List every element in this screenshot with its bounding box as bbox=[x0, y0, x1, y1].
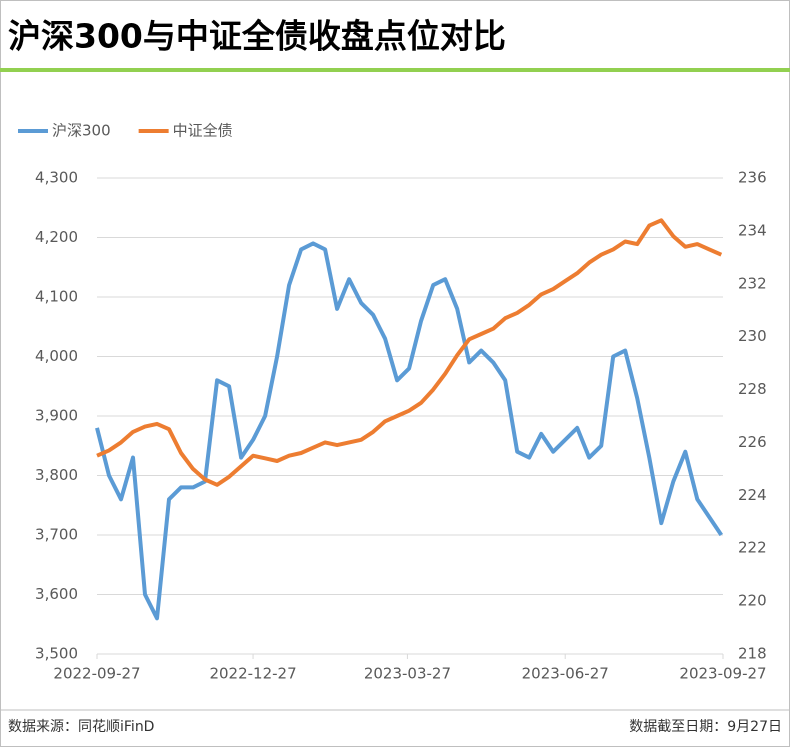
x-tick-label: 2022-09-27 bbox=[53, 665, 140, 683]
y-tick-label: 4,000 bbox=[35, 347, 78, 365]
y-tick-label: 4,100 bbox=[35, 288, 78, 306]
y2-tick-label: 236 bbox=[738, 169, 767, 187]
y-tick-label: 3,500 bbox=[35, 645, 78, 663]
legend-label: 中证全债 bbox=[173, 122, 233, 140]
y2-tick-label: 234 bbox=[738, 221, 767, 239]
y2-tick-label: 230 bbox=[738, 327, 767, 345]
series-line bbox=[95, 241, 723, 621]
legend-label: 沪深300 bbox=[52, 122, 111, 140]
y2-tick-label: 226 bbox=[738, 433, 767, 451]
source: 数据来源：同花顺iFinD bbox=[8, 719, 154, 735]
y2-tick-label: 218 bbox=[738, 645, 767, 663]
y-tick-label: 3,700 bbox=[35, 526, 78, 544]
y-tick-label: 3,800 bbox=[35, 466, 78, 484]
y-tick-label: 3,600 bbox=[35, 585, 78, 603]
x-tick-label: 2023-03-27 bbox=[364, 665, 451, 683]
y-tick-label: 4,200 bbox=[35, 228, 78, 246]
y2-tick-label: 220 bbox=[738, 592, 767, 610]
title-rule bbox=[0, 68, 790, 72]
series-line bbox=[96, 218, 723, 487]
y2-tick-label: 224 bbox=[738, 486, 767, 504]
x-tick-label: 2023-06-27 bbox=[522, 665, 609, 683]
x-tick-label: 2023-09-27 bbox=[679, 665, 766, 683]
chart-title: 沪深300与中证全债收盘点位对比 bbox=[8, 17, 506, 56]
y2-tick-label: 222 bbox=[738, 539, 767, 557]
y2-tick-label: 228 bbox=[738, 380, 767, 398]
note: 数据截至日期：9月27日 bbox=[629, 719, 782, 735]
y-tick-label: 3,900 bbox=[35, 407, 78, 425]
y-tick-label: 4,300 bbox=[35, 169, 78, 187]
y2-tick-label: 232 bbox=[738, 274, 767, 292]
x-tick-label: 2022-12-27 bbox=[209, 665, 296, 683]
